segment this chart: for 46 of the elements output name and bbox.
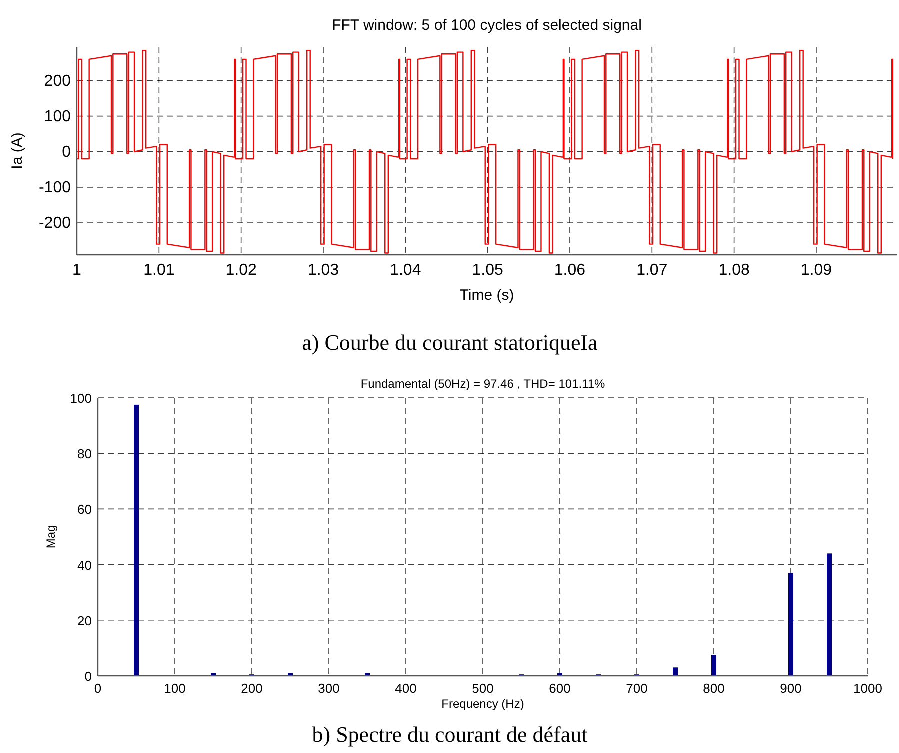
x-tick-label: 700 (626, 681, 648, 696)
y-tick-label: 80 (78, 446, 92, 462)
text: b) Spectre du courant de défaut (312, 722, 588, 747)
y-axis-title: Ia (A) (9, 132, 26, 170)
x-tick-label: 300 (318, 681, 340, 696)
x-tick-label: 1.01 (144, 262, 175, 279)
text: a) Courbe du courant statoriqueIa (302, 330, 598, 355)
x-tick-label: 1.05 (472, 262, 504, 279)
x-tick-label: 1 (72, 262, 82, 279)
y-tick-label: 0 (84, 669, 92, 684)
bar (134, 404, 139, 676)
x-tick-label: 1.02 (226, 262, 257, 279)
y-tick-label: -200 (38, 215, 72, 232)
x-tick-label: 1.07 (636, 262, 668, 279)
y-tick-label: -100 (38, 179, 72, 196)
x-tick-label: 400 (395, 681, 417, 696)
line-series (76, 50, 894, 254)
x-tick-label: 1.03 (308, 262, 340, 279)
x-tick-label: 0 (94, 681, 102, 696)
x-tick-label: 1.06 (554, 262, 586, 279)
x-tick-label: 600 (549, 681, 571, 696)
bar (788, 573, 794, 676)
y-axis-title: Mag (44, 525, 58, 549)
y-tick-label: 40 (78, 558, 92, 573)
x-tick-label: 900 (780, 681, 802, 696)
x-tick-label: 1.04 (390, 262, 422, 279)
x-tick-label: 1000 (854, 681, 882, 696)
x-tick-label: 200 (241, 681, 263, 696)
y-tick-label: 0 (62, 144, 72, 161)
bar (712, 655, 716, 676)
chart-title: FFT window: 5 of 100 cycles of selected signal (332, 17, 642, 34)
x-tick-label: 1.08 (718, 262, 750, 279)
x-tick-label: 1.09 (800, 262, 832, 279)
y-tick-label: 200 (44, 72, 72, 90)
x-axis-title: Frequency (Hz) (442, 697, 524, 711)
chart-title: Fundamental (50Hz) = 97.46 , THD= 101.11% (360, 377, 606, 391)
x-tick-label: 100 (164, 681, 186, 696)
y-tick-label: 100 (44, 108, 72, 126)
x-tick-label: 800 (703, 681, 725, 696)
bar (827, 554, 832, 676)
x-axis-title: Time (s) (460, 287, 514, 304)
y-tick-label: 60 (78, 502, 92, 518)
x-tick-label: 500 (472, 681, 494, 696)
y-tick-label: 20 (78, 613, 92, 628)
bar (673, 668, 678, 676)
y-tick-label: 100 (70, 391, 92, 406)
